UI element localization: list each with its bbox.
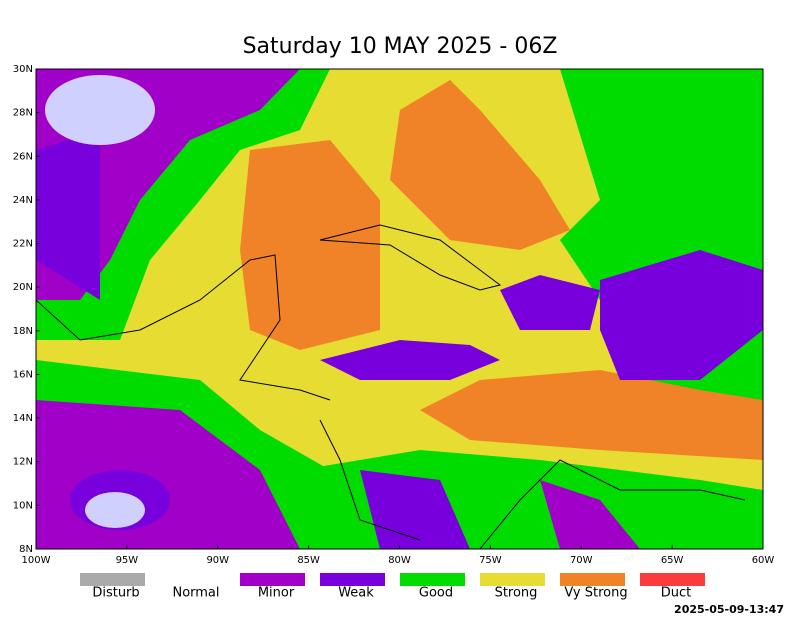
region [36, 130, 100, 300]
region [420, 370, 763, 460]
lat-label: 16N [13, 369, 33, 380]
lat-label: 20N [13, 282, 33, 293]
lat-label: 12N [13, 457, 33, 468]
coastline [36, 254, 746, 549]
region [500, 275, 600, 330]
region [240, 140, 380, 350]
legend-label: Good [419, 586, 453, 601]
map-field [36, 69, 763, 549]
region [390, 80, 570, 250]
legend-label: Vy Strong [564, 586, 627, 601]
legend-label: Weak [338, 586, 374, 601]
lon-label: 60W [752, 555, 775, 566]
legend-swatch [400, 573, 465, 586]
lon-label: 85W [297, 555, 320, 566]
lat-label: 18N [13, 326, 33, 337]
legend-label: Strong [495, 586, 538, 601]
lon-label: 65W [661, 555, 684, 566]
coastline [319, 224, 502, 291]
legend-swatch [640, 573, 705, 586]
legend-swatch [480, 573, 545, 586]
region [540, 480, 640, 549]
legend-swatch [320, 573, 385, 586]
axes: 100W 95W 90W 85W 80W 75W 70W 65W 60W 8N 10N 12N 14N 1… [13, 64, 775, 566]
lat-label: 24N [13, 195, 33, 206]
lon-label: 95W [116, 555, 139, 566]
region [320, 340, 500, 380]
lat-label: 14N [13, 413, 33, 424]
lon-label: 80W [388, 555, 411, 566]
legend-label: Minor [258, 586, 295, 601]
legend-swatch [80, 573, 145, 586]
region [85, 492, 145, 528]
lon-label: 100W [22, 555, 51, 566]
lon-label: 90W [206, 555, 229, 566]
lat-label: 26N [13, 151, 33, 162]
lat-label: 30N [13, 64, 33, 75]
region [45, 75, 155, 145]
legend-label: Disturb [92, 586, 139, 601]
legend-swatch [560, 573, 625, 586]
lon-label: 75W [479, 555, 502, 566]
title: Saturday 10 MAY 2025 - 06Z [243, 34, 558, 59]
region [600, 250, 763, 380]
lat-label: 22N [13, 239, 33, 250]
lat-label: 10N [13, 500, 33, 511]
legend-swatch [240, 573, 305, 586]
lat-label: 8N [19, 544, 33, 555]
timestamp: 2025-05-09-13:47 [674, 603, 784, 616]
lon-label: 70W [570, 555, 593, 566]
legend-label: Normal [172, 586, 219, 601]
lat-label: 28N [13, 108, 33, 119]
legend: Disturb Normal Minor Weak Good Strong Vy Stron… [80, 573, 705, 601]
legend-label: Duct [661, 586, 692, 601]
